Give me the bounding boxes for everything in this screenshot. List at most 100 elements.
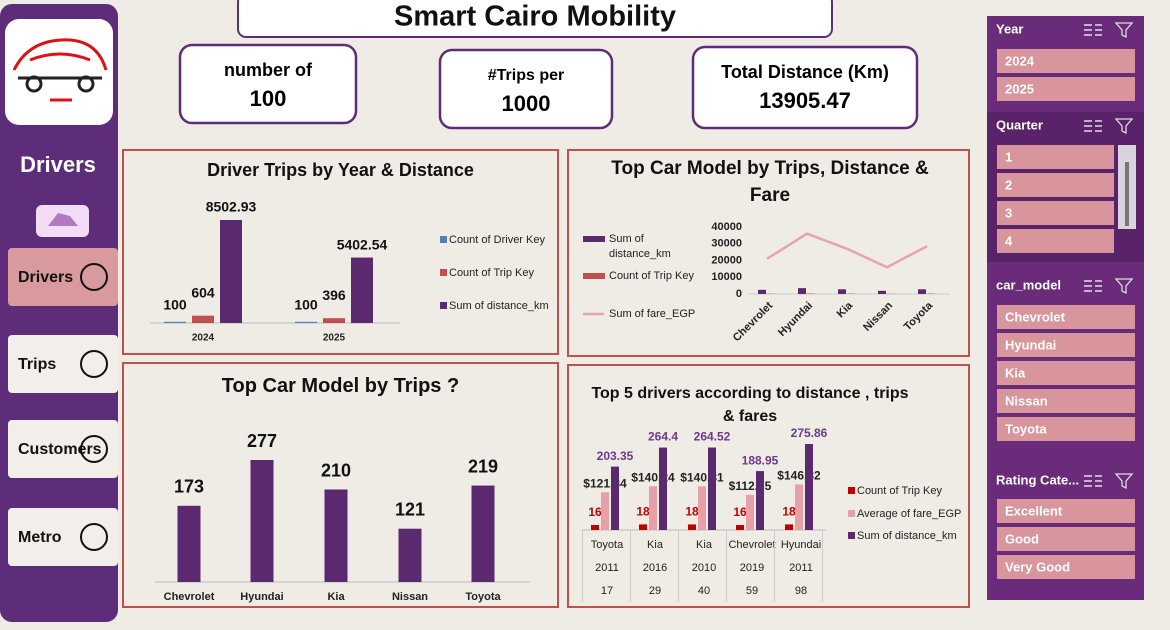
slicer-item[interactable] — [997, 173, 1114, 197]
bar — [295, 321, 317, 323]
slicer-item[interactable] — [997, 49, 1135, 73]
slicer-item[interactable] — [997, 145, 1114, 169]
slicer-item[interactable] — [997, 527, 1135, 551]
kpi-label: number of — [224, 60, 313, 80]
legend-swatch — [848, 510, 855, 517]
y-tick-label: 10000 — [711, 271, 742, 283]
x-tick-label: 2025 — [323, 333, 346, 344]
line — [766, 232, 928, 269]
bar — [398, 528, 422, 582]
map-icon — [48, 213, 78, 226]
chart-title: Top 5 drivers according to distance , tr… — [591, 385, 909, 425]
slicer-title: Rating Cate... — [996, 472, 1079, 487]
bar — [177, 505, 201, 582]
legend-label: Count of Trip Key — [857, 485, 942, 497]
multi-select-icon[interactable] — [1084, 24, 1102, 36]
legend-label: Count of Trip Key — [609, 270, 694, 282]
x-tick-label: Kia — [696, 539, 713, 551]
nav-button[interactable] — [8, 420, 118, 478]
data-label: 16 — [733, 505, 747, 519]
legend-label-box: Count of Trip Key — [609, 270, 694, 282]
scrollbar-thumb — [1125, 162, 1129, 226]
bar — [351, 257, 373, 323]
slicer-item[interactable] — [997, 305, 1135, 329]
nav-label: Customers — [18, 441, 102, 458]
slicer-item[interactable] — [997, 389, 1135, 413]
bar — [324, 489, 348, 582]
nav-label: Trips — [18, 356, 56, 373]
chart-title: Driver Trips by Year & Distance — [207, 160, 474, 180]
kpi-value: 13905.47 — [759, 88, 851, 113]
chart-title: Top Car Model by Trips, Distance & Fare — [611, 158, 929, 206]
bar — [698, 486, 706, 530]
legend-label: Sum of distance_km — [449, 300, 549, 312]
legend-label-box: Count of Driver Key — [449, 234, 545, 246]
x-tick-label: 98 — [795, 585, 807, 597]
bar — [798, 288, 806, 294]
slicer-item[interactable] — [997, 499, 1135, 523]
slicer-item-label: Good — [1005, 531, 1039, 546]
x-tick-label: 17 — [601, 585, 613, 597]
nav-icon — [80, 435, 108, 463]
slicer-item[interactable] — [997, 333, 1135, 357]
slicer-item[interactable] — [997, 417, 1135, 441]
clear-filter-icon[interactable] — [1114, 278, 1134, 295]
nav-button[interactable] — [8, 248, 118, 306]
bar — [639, 524, 647, 530]
slicer-item[interactable] — [997, 201, 1114, 225]
slicer-item[interactable] — [997, 229, 1114, 253]
nav-button[interactable] — [8, 508, 118, 566]
chart-title-box: Top 5 drivers according to distance , tr… — [591, 385, 909, 425]
legend-label: Sum of distance_km — [609, 233, 671, 260]
slicer-item[interactable] — [997, 361, 1135, 385]
multi-select-icon[interactable] — [1084, 280, 1102, 292]
data-label: 188.95 — [742, 453, 779, 467]
data-label: 264.52 — [694, 430, 731, 444]
legend-label: Average of fare_EGP — [857, 508, 962, 520]
logo-car — [12, 38, 108, 102]
data-label: 277 — [247, 431, 277, 451]
clear-filter-icon[interactable] — [1114, 118, 1134, 135]
bar — [688, 524, 696, 530]
nav-button[interactable] — [8, 335, 118, 393]
x-tick-label: Nissan — [392, 591, 428, 603]
nav-icon — [80, 350, 108, 378]
data-label: 203.35 — [597, 449, 634, 463]
slicer-item-label: Very Good — [1005, 559, 1070, 574]
multi-select-icon[interactable] — [1084, 120, 1102, 132]
kpi-value: 1000 — [502, 91, 551, 116]
data-label: $121.34 — [583, 476, 627, 490]
data-label: 16 — [588, 505, 602, 519]
chart-panel — [122, 362, 559, 608]
chart-title-box: Top Car Model by Trips, Distance & Fare — [611, 158, 929, 206]
slicer-item-label: 2024 — [1005, 53, 1035, 68]
nav-label: Drivers — [18, 269, 73, 286]
kpi-value: 100 — [250, 86, 287, 111]
x-tick-label: 2024 — [192, 333, 215, 344]
legend-label-box: Average of fare_EGP — [857, 508, 962, 520]
slicer-item[interactable] — [997, 555, 1135, 579]
legend-swatch — [848, 487, 855, 494]
x-tick-label: 40 — [698, 585, 710, 597]
nav-label: Metro — [18, 529, 62, 546]
clear-filter-icon[interactable] — [1114, 473, 1134, 490]
slicer-item-label: 3 — [1005, 205, 1012, 220]
bar — [591, 525, 599, 530]
slicer-item[interactable] — [997, 77, 1135, 101]
multi-select-icon[interactable] — [1084, 475, 1102, 487]
data-label: 173 — [174, 477, 204, 497]
data-label: 18 — [636, 505, 650, 519]
clear-filter-icon[interactable] — [1114, 22, 1134, 39]
bar — [785, 524, 793, 530]
x-tick-label: 2011 — [595, 562, 619, 574]
legend-label-box: Sum of distance_km — [857, 530, 957, 542]
x-tick-label: 2019 — [740, 562, 764, 574]
x-tick-label: Kia — [327, 591, 345, 603]
data-label: 18 — [685, 505, 699, 519]
data-label: 5402.54 — [337, 236, 388, 252]
legend-label-box: Sum of distance_km — [449, 300, 549, 312]
legend-swatch — [583, 273, 605, 279]
x-tick-label: Chevrolet — [728, 539, 775, 551]
